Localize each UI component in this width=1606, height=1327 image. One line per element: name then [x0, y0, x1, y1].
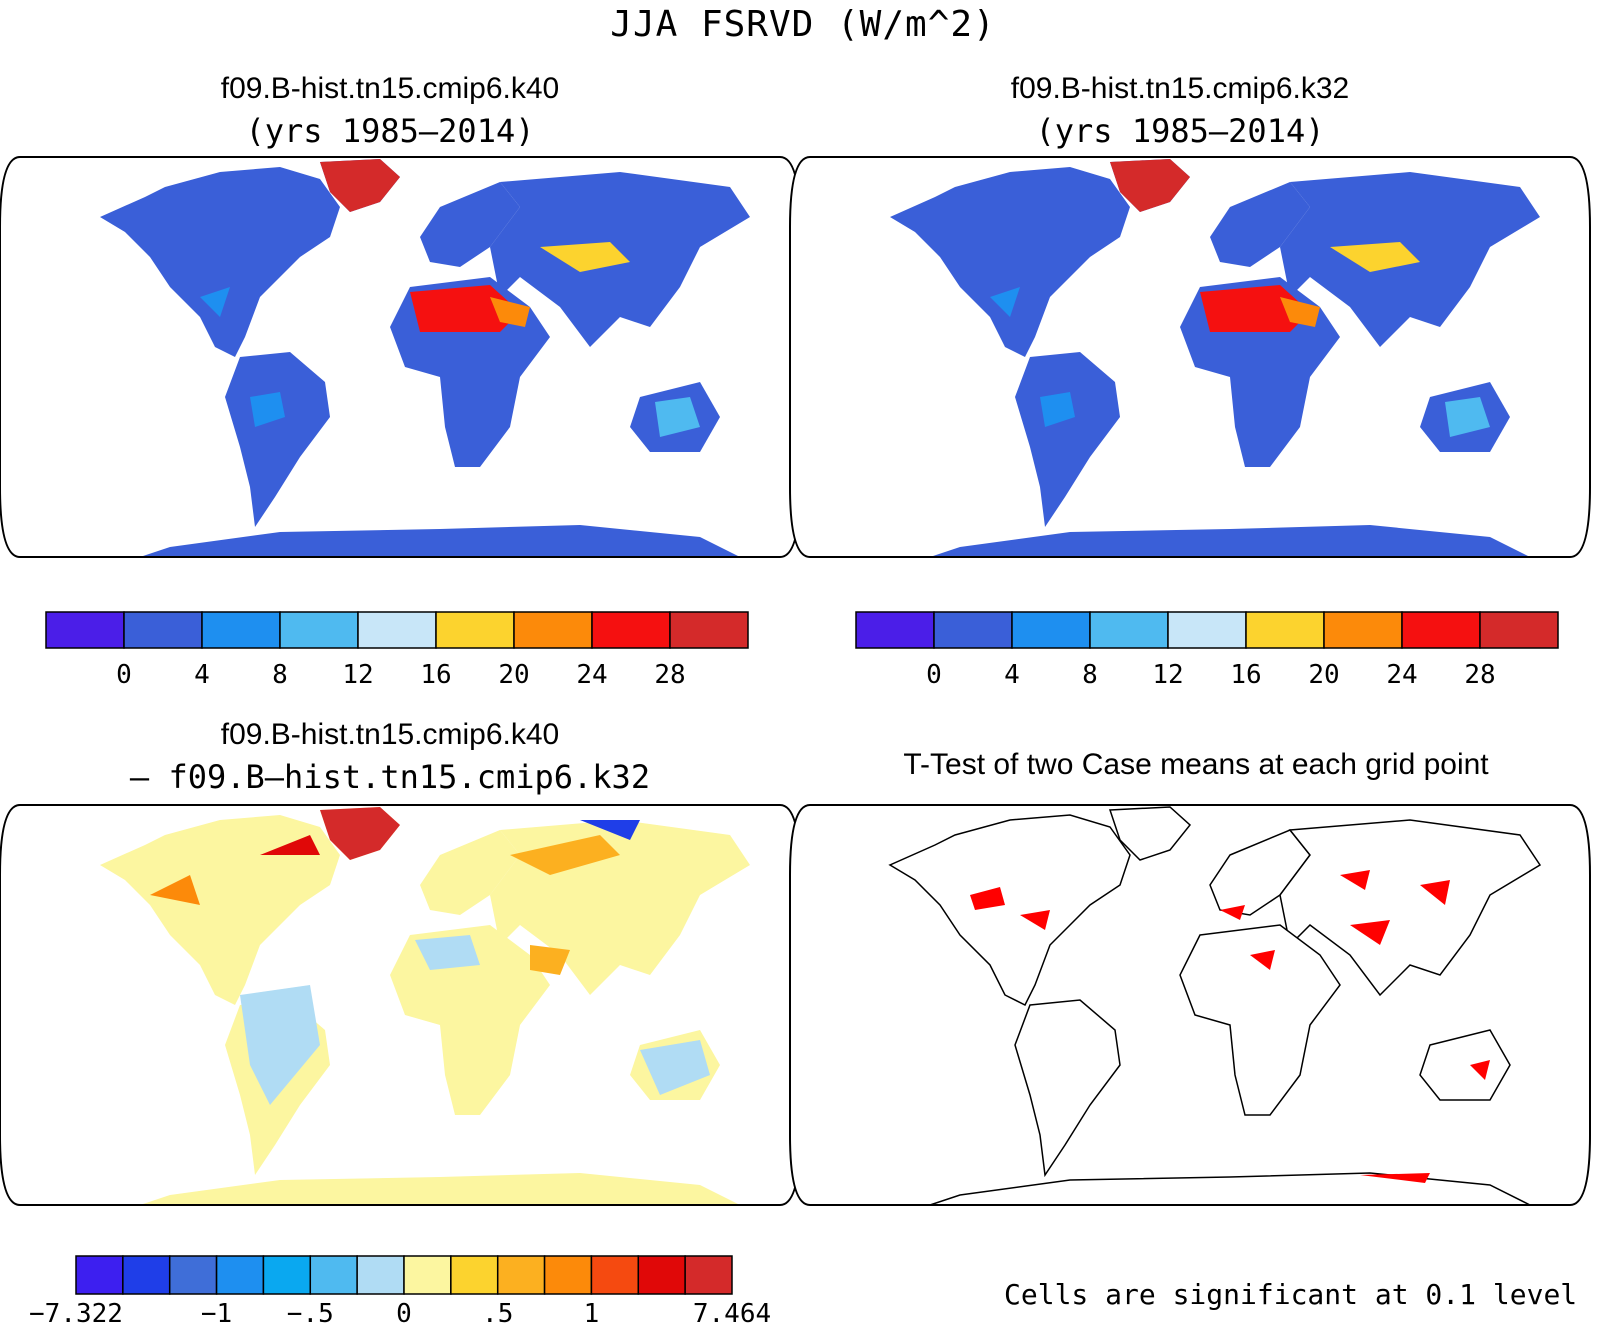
- map-panel-k40: [0, 156, 801, 558]
- colorbar-diff-swatch-9: [496, 1255, 546, 1295]
- colorbar-k40-swatch-3: [279, 611, 359, 649]
- panel-diff-subtitle: – f09.B–hist.tn15.cmip6.k32: [129, 758, 651, 796]
- panel-ttest-title: T-Test of two Case means at each grid po…: [903, 748, 1489, 781]
- figure-title: JJA FSRVD (W/m^2): [610, 4, 996, 45]
- colorbar-k40-label-3: 12: [342, 660, 373, 690]
- colorbar-k32-label-2: 8: [1082, 660, 1098, 690]
- colorbar-diff-swatch-13: [684, 1255, 733, 1295]
- colorbar-k32-label-6: 24: [1386, 660, 1417, 690]
- colorbar-k40-label-2: 8: [272, 660, 288, 690]
- panel-k32-title: f09.B-hist.tn15.cmip6.k32: [1010, 72, 1350, 105]
- colorbar-diff-label-0: −7.322: [29, 1299, 123, 1327]
- colorbar-k32-swatch-2: [1011, 611, 1091, 649]
- colorbar-k40-label-6: 24: [576, 660, 607, 690]
- colorbar-k40-label-4: 16: [420, 660, 451, 690]
- colorbar-k40-swatch-0: [45, 611, 125, 649]
- colorbar-diff-swatch-6: [356, 1255, 405, 1295]
- colorbar-diff-swatch-5: [309, 1255, 358, 1295]
- colorbar-diff-label-3: 0: [396, 1299, 412, 1327]
- colorbar-k40-swatch-6: [513, 611, 593, 649]
- colorbar-k40-label-5: 20: [498, 660, 529, 690]
- panel-k40-title: f09.B-hist.tn15.cmip6.k40: [220, 72, 560, 105]
- colorbar-k32-swatch-0: [855, 611, 935, 649]
- colorbar-diff-swatch-8: [450, 1255, 499, 1295]
- colorbar-k32-swatch-6: [1323, 611, 1403, 649]
- colorbar-k40-swatch-5: [435, 611, 515, 649]
- colorbar-k32: 0 4 8 12 16 20 24 28: [855, 611, 1559, 690]
- colorbar-diff-label-5: 1: [584, 1299, 600, 1327]
- colorbar-diff: −7.322 −1 −.5 0 .5 1 7.464: [29, 1255, 771, 1327]
- colorbar-k40: 0 4 8 12 16 20 24 28: [45, 611, 749, 690]
- ttest-note: Cells are significant at 0.1 level: [1004, 1278, 1578, 1311]
- colorbar-k40-swatch-2: [201, 611, 281, 649]
- colorbar-k40-swatch-1: [123, 611, 203, 649]
- colorbar-k32-swatch-5: [1245, 611, 1325, 649]
- colorbar-k32-swatch-3: [1089, 611, 1169, 649]
- colorbar-k32-label-4: 16: [1230, 660, 1261, 690]
- colorbar-k40-swatch-7: [591, 611, 671, 649]
- map-panel-k32: [789, 156, 1591, 558]
- colorbar-k32-label-1: 4: [1004, 660, 1020, 690]
- colorbar-k40-label-0: 0: [116, 660, 132, 690]
- colorbar-diff-swatch-4: [262, 1255, 312, 1295]
- colorbar-k32-label-5: 20: [1308, 660, 1339, 690]
- colorbar-k40-label-7: 28: [654, 660, 685, 690]
- colorbar-diff-swatch-11: [590, 1255, 640, 1295]
- colorbar-k32-swatch-7: [1401, 611, 1481, 649]
- colorbar-diff-swatch-10: [543, 1255, 593, 1295]
- map-panel-ttest: [789, 804, 1591, 1206]
- colorbar-k32-swatch-4: [1167, 611, 1247, 649]
- colorbar-diff-label-4: .5: [482, 1299, 513, 1327]
- map-panel-diff: [0, 804, 801, 1206]
- colorbar-k32-label-7: 28: [1464, 660, 1495, 690]
- colorbar-diff-swatch-12: [637, 1255, 686, 1295]
- panel-diff-title: f09.B-hist.tn15.cmip6.k40: [220, 718, 560, 751]
- colorbar-diff-label-6: 7.464: [693, 1299, 771, 1327]
- colorbar-k32-swatch-1: [933, 611, 1013, 649]
- colorbar-k32-swatch-8: [1479, 611, 1559, 649]
- colorbar-diff-swatch-1: [122, 1255, 171, 1295]
- colorbar-k40-swatch-4: [357, 611, 437, 649]
- colorbar-k40-swatch-8: [669, 611, 749, 649]
- colorbar-diff-label-2: −.5: [287, 1299, 334, 1327]
- colorbar-k32-label-0: 0: [926, 660, 942, 690]
- colorbar-diff-swatch-2: [168, 1255, 218, 1295]
- colorbar-diff-swatch-3: [215, 1255, 265, 1295]
- colorbar-k32-label-3: 12: [1152, 660, 1183, 690]
- panel-k32-subtitle: (yrs 1985–2014): [1035, 112, 1325, 150]
- panel-k40-subtitle: (yrs 1985–2014): [245, 112, 535, 150]
- colorbar-k40-label-1: 4: [194, 660, 210, 690]
- colorbar-diff-swatch-0: [75, 1255, 124, 1295]
- colorbar-diff-label-1: −1: [201, 1299, 232, 1327]
- colorbar-diff-swatch-7: [403, 1255, 452, 1295]
